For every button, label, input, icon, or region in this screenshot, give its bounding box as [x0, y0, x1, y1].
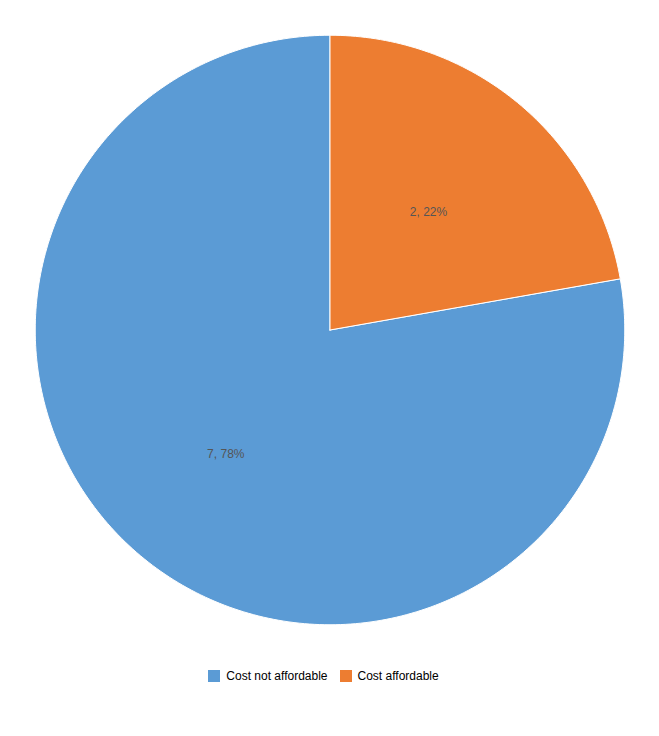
html-text:Cost not affordable: Cost not affordable: [226, 668, 328, 683]
html-text:Cost affordable: Cost affordable: [357, 668, 439, 683]
svg-text:2, 22%: 2, 22%: [410, 205, 448, 219]
svg-text:7, 78%: 7, 78%: [207, 447, 245, 461]
